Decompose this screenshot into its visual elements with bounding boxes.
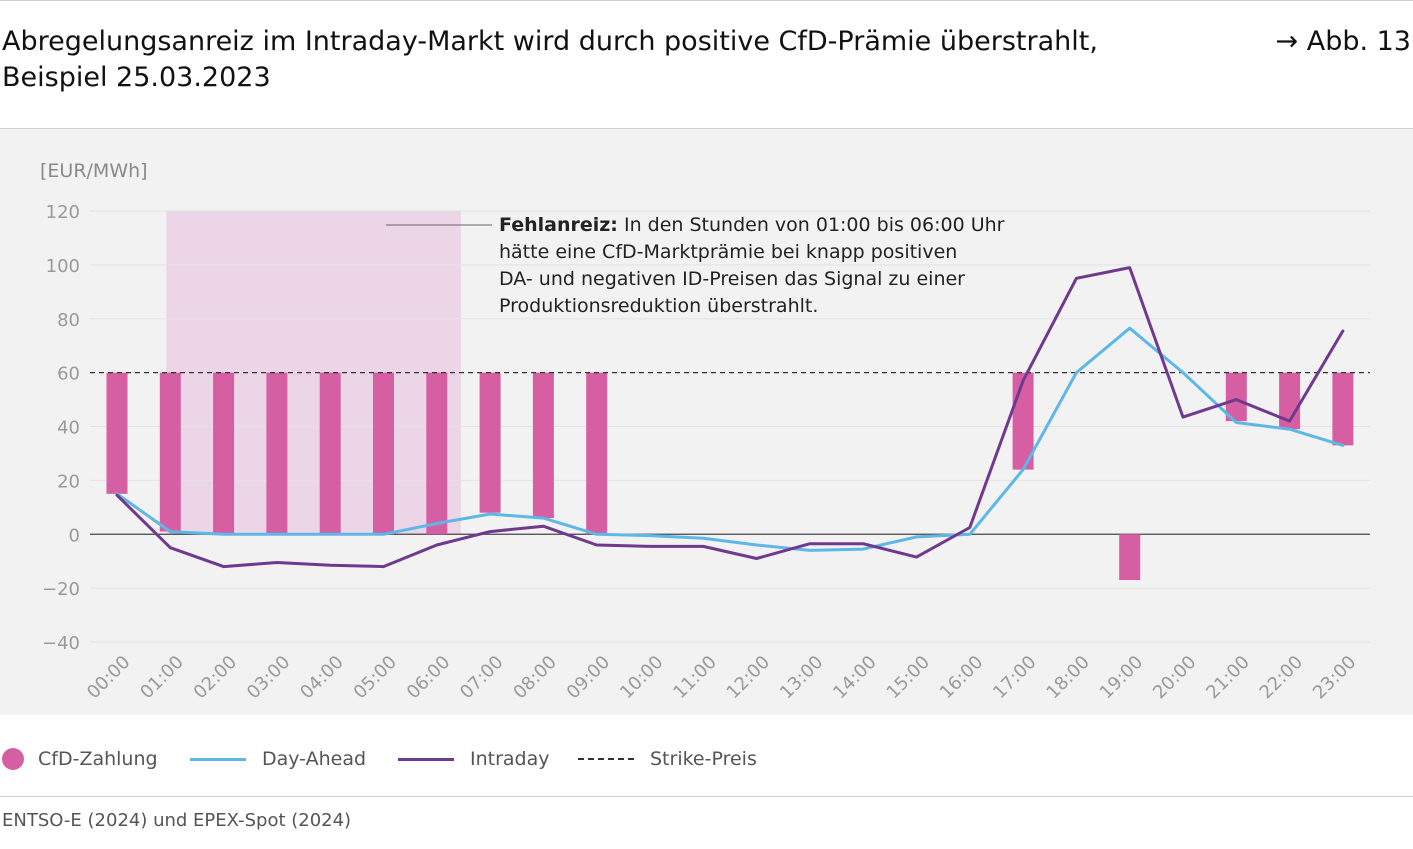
y-axis-unit-label: [EUR/MWh]: [40, 160, 148, 182]
top-rule: [0, 0, 1413, 1]
annotation-line-1: In den Stunden von 01:00 bis 06:00 Uhr: [618, 214, 1005, 236]
x-tick-label: 08:00: [509, 652, 561, 704]
cfd-bar: [532, 372, 554, 519]
annotation-line-3: DA- und negativen ID-Preisen das Signal …: [499, 268, 965, 290]
x-tick-label: 15:00: [883, 652, 935, 704]
figure-reference-link[interactable]: → Abb. 13: [1275, 26, 1411, 57]
annotation-bold: Fehlanreiz:: [499, 214, 618, 236]
x-tick-label: 22:00: [1256, 652, 1308, 704]
x-tick-label: 00:00: [83, 652, 135, 704]
cfd-bar: [1225, 372, 1247, 422]
x-tick-label: 10:00: [616, 652, 668, 704]
y-tick-label: 40: [57, 418, 80, 439]
footer-rule: [0, 796, 1413, 797]
legend-intraday-swatch: [398, 757, 454, 761]
y-tick-label: −40: [42, 633, 80, 654]
x-tick-label: 21:00: [1202, 652, 1254, 704]
x-tick-label: 17:00: [989, 652, 1041, 704]
legend: CfD-Zahlung Day-Ahead Intraday Strike-Pr…: [0, 742, 1413, 776]
y-tick-label: 0: [69, 525, 80, 546]
x-tick-label: 03:00: [243, 652, 295, 704]
annotation-line-4: Produktionsreduktion überstrahlt.: [499, 295, 818, 317]
x-tick-label: 14:00: [829, 652, 881, 704]
y-tick-label: 20: [57, 471, 80, 492]
chart-panel: 120 100 80 60 40 20 0 −20 −40 00:00 01:00 02:00 03:…: [0, 129, 1413, 715]
cfd-bar: [106, 372, 128, 494]
x-tick-label: 19:00: [1096, 652, 1148, 704]
annotation: Fehlanreiz: In den Stunden von 01:00 bis…: [499, 214, 1005, 317]
cfd-bar: [586, 372, 608, 535]
x-tick-label: 16:00: [936, 652, 988, 704]
annotation-line-2: hätte eine CfD-Marktprämie bei knapp pos…: [499, 241, 957, 263]
x-tick-label: 07:00: [456, 652, 508, 704]
legend-item-dayahead: Day-Ahead: [190, 742, 366, 776]
y-tick-label: 60: [57, 364, 80, 385]
cfd-bar: [159, 372, 181, 532]
chart-svg: 120 100 80 60 40 20 0 −20 −40 00:00 01:00 02:00 03:…: [40, 160, 1370, 704]
chart-title: Abregelungsanreiz im Intraday-Markt wird…: [2, 24, 1252, 96]
x-tick-label: 20:00: [1149, 652, 1201, 704]
cfd-bar: [266, 372, 288, 535]
dayahead-line: [115, 326, 1345, 552]
legend-dayahead-swatch: [190, 757, 246, 761]
cfd-bar: [1119, 534, 1141, 581]
title-line-1: Abregelungsanreiz im Intraday-Markt wird…: [2, 26, 1098, 57]
x-tick-label: 06:00: [403, 652, 455, 704]
legend-item-intraday: Intraday: [398, 742, 550, 776]
legend-strike-swatch: [578, 758, 634, 760]
y-tick-label: 120: [46, 202, 80, 223]
cfd-bar: [373, 372, 394, 535]
cfd-bar: [479, 372, 501, 513]
x-tick-label: 04:00: [296, 652, 348, 704]
y-tick-label: −20: [42, 579, 80, 600]
legend-strike-label: Strike-Preis: [650, 748, 757, 770]
x-tick-label: 18:00: [1042, 652, 1094, 704]
cfd-bar: [213, 372, 235, 535]
x-tick-label: 11:00: [669, 652, 721, 704]
title-line-2: Beispiel 25.03.2023: [2, 62, 271, 93]
x-tick-label: 02:00: [190, 652, 242, 704]
legend-item-cfd: CfD-Zahlung: [2, 742, 158, 776]
svg-text:Fehlanreiz: In den Stunden von: Fehlanreiz: In den Stunden von 01:00 bis…: [499, 214, 1005, 236]
x-tick-label: 05:00: [350, 652, 402, 704]
header-rule: [0, 128, 1413, 129]
intraday-line: [115, 266, 1345, 569]
x-tick-label: 23:00: [1309, 652, 1361, 704]
cfd-bar: [319, 372, 341, 535]
cfd-bar: [1332, 372, 1354, 446]
y-tick-label: 80: [57, 310, 80, 331]
x-tick-label: 13:00: [776, 652, 828, 704]
x-tick-label: 12:00: [723, 652, 775, 704]
y-tick-label: 100: [46, 256, 80, 277]
legend-intraday-label: Intraday: [470, 748, 550, 770]
x-tick-label: 01:00: [136, 652, 188, 704]
x-tick-label: 09:00: [563, 652, 615, 704]
legend-item-strike: Strike-Preis: [578, 742, 757, 776]
legend-cfd-label: CfD-Zahlung: [38, 748, 158, 770]
legend-cfd-swatch: [2, 748, 24, 770]
source-note: ENTSO-E (2024) und EPEX-Spot (2024): [2, 810, 352, 831]
cfd-bar: [426, 372, 448, 535]
legend-dayahead-label: Day-Ahead: [262, 748, 367, 770]
